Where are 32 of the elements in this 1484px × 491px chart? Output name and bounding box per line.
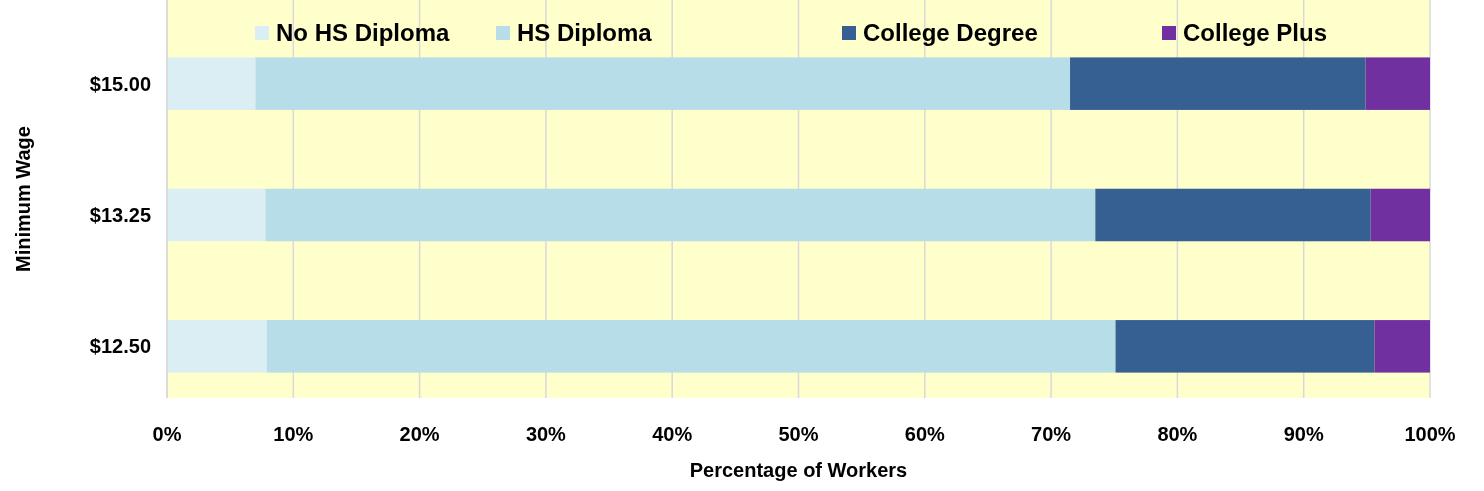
bar — [1115, 320, 1375, 373]
x-tick-label: 60% — [904, 423, 946, 445]
legend-label: College Plus — [1183, 19, 1328, 46]
bar — [1374, 320, 1430, 373]
x-tick-label: 50% — [778, 423, 819, 445]
bar — [1095, 188, 1371, 242]
bar — [1370, 188, 1430, 242]
x-tick-label: 40% — [652, 423, 693, 445]
y-axis-title: Minimum Wage — [12, 126, 34, 272]
x-tick-label: 30% — [525, 423, 567, 445]
x-tick-label: 0% — [152, 423, 182, 445]
y-tick-label: $13.25 — [89, 204, 151, 226]
legend-label: College Degree — [863, 19, 1038, 46]
legend-label: HS Diploma — [517, 19, 653, 46]
bar — [265, 188, 1096, 242]
legend-label: No HS Diploma — [276, 19, 450, 46]
bar — [1070, 57, 1366, 110]
x-axis-title: Percentage of Workers — [689, 459, 908, 481]
x-tick-label: 80% — [1157, 423, 1198, 445]
x-tick-label: 10% — [273, 423, 314, 445]
bar — [167, 320, 267, 373]
bar — [167, 57, 256, 110]
x-tick-label: 100% — [1404, 423, 1456, 445]
bar — [167, 188, 266, 242]
bar — [255, 57, 1071, 110]
x-tick-label: 70% — [1031, 423, 1072, 445]
x-tick-label: 20% — [399, 423, 440, 445]
y-tick-label: $15.00 — [89, 72, 151, 95]
y-tick-label: $12.50 — [89, 335, 151, 358]
bar — [266, 320, 1116, 373]
x-tick-label: 90% — [1283, 423, 1324, 445]
bar — [1365, 57, 1430, 110]
